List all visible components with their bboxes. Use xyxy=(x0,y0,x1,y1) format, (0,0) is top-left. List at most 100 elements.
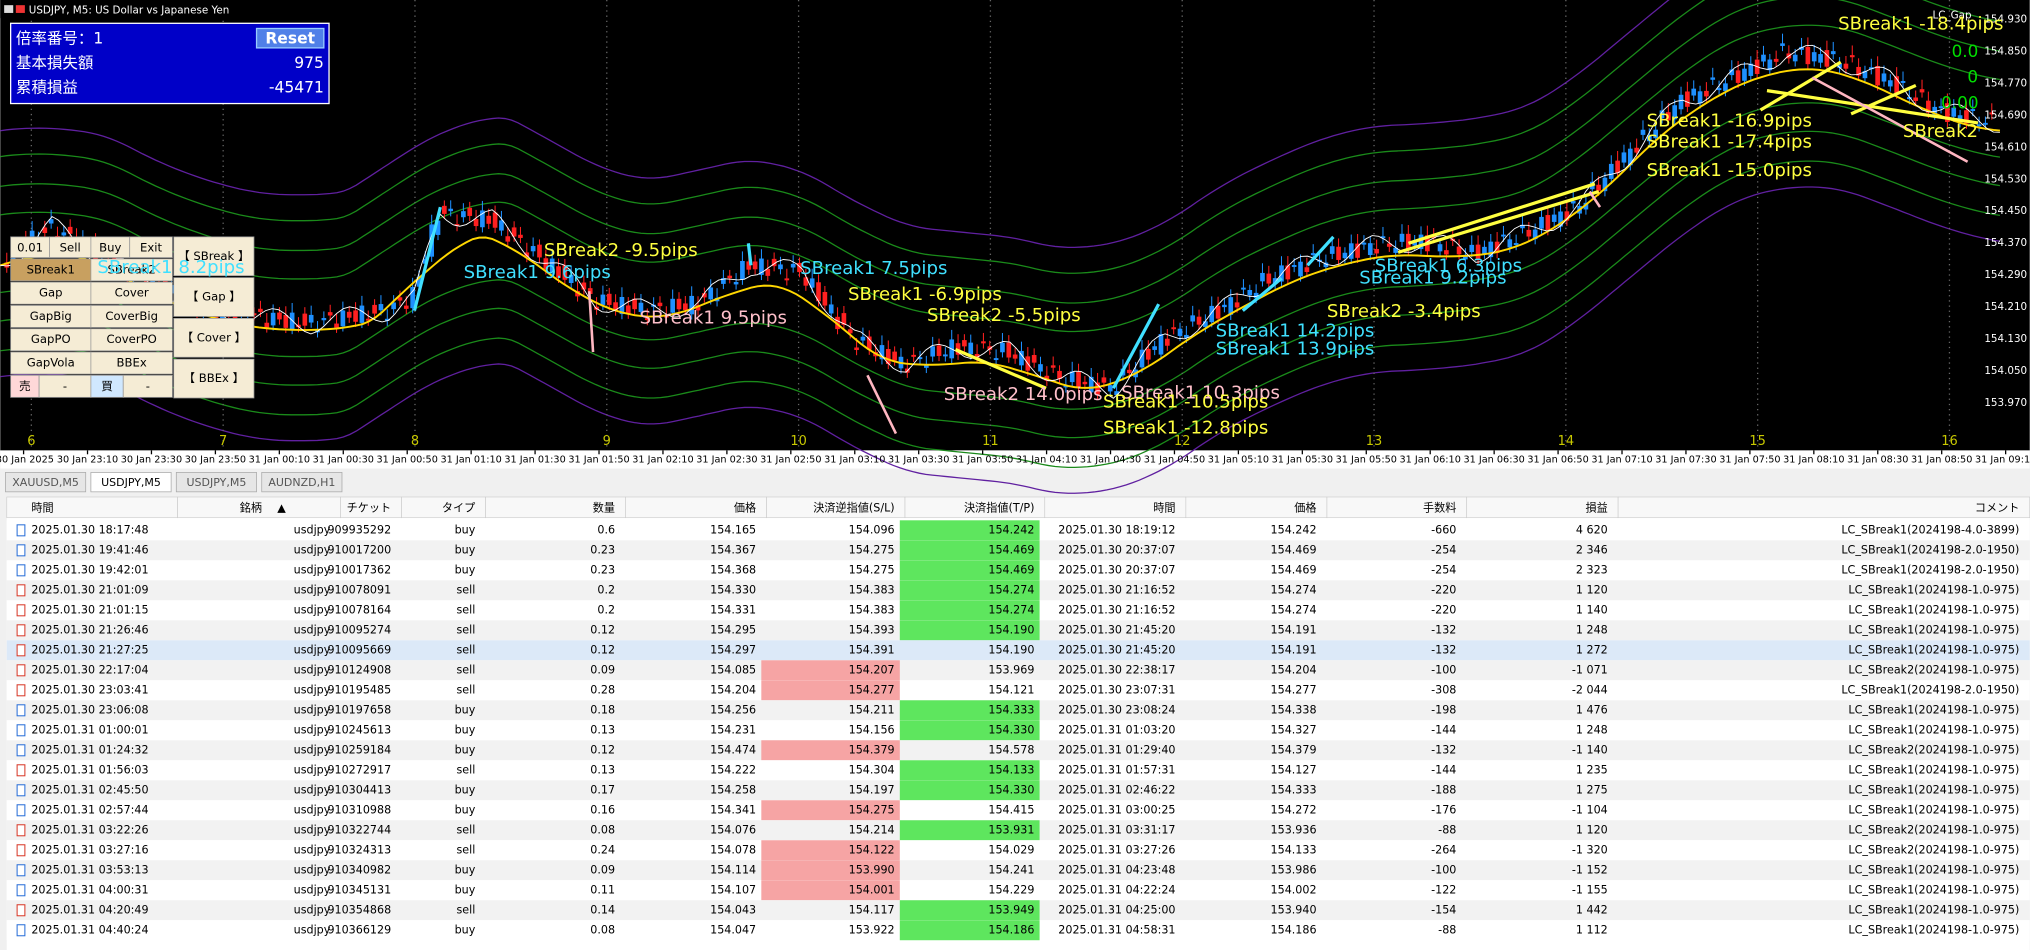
header-label[interactable]: 決済逆指値(S/L) xyxy=(813,501,894,515)
header-cell[interactable] xyxy=(1617,496,2030,519)
header-label[interactable]: チケット xyxy=(347,502,392,515)
header-label[interactable]: 銘柄 xyxy=(240,501,262,515)
candle-body xyxy=(1069,371,1075,383)
button[interactable] xyxy=(90,281,173,305)
tab-label[interactable]: USDJPY,M5 xyxy=(101,476,161,489)
button-label[interactable]: BBEx xyxy=(117,356,147,370)
button[interactable] xyxy=(90,258,173,282)
tab[interactable] xyxy=(90,472,172,493)
candle-body xyxy=(1824,50,1830,67)
side-button[interactable] xyxy=(173,318,255,358)
candle-body xyxy=(1691,88,1697,96)
band-line xyxy=(0,24,2001,333)
trade-annotation: SBreak2 14.0pips xyxy=(944,384,1103,405)
button-label[interactable]: GapBig xyxy=(30,309,72,323)
cell: 4 620 xyxy=(1576,524,1608,537)
cell: 154.076 xyxy=(710,824,756,837)
button-label[interactable]: Buy xyxy=(99,240,121,254)
button-label[interactable]: GapPO xyxy=(31,332,71,346)
row-icon xyxy=(16,544,26,557)
side-button[interactable] xyxy=(173,277,255,317)
candle-body xyxy=(524,252,530,257)
button-label[interactable]: Sell xyxy=(60,240,81,254)
button[interactable] xyxy=(90,351,173,375)
hour-mark: 15 xyxy=(1749,434,1765,449)
menu-icon[interactable] xyxy=(4,5,14,13)
button[interactable] xyxy=(90,305,173,328)
button[interactable] xyxy=(129,236,173,258)
candle-body xyxy=(1773,58,1779,62)
tab[interactable] xyxy=(175,472,257,493)
hit-cell xyxy=(899,700,1040,721)
reset-label[interactable]: Reset xyxy=(265,29,315,47)
time-label: 31 Jan 08:30 xyxy=(1847,454,1908,465)
multiplier: 倍率番号：1 xyxy=(16,29,103,47)
cell: 154.191 xyxy=(1271,624,1317,637)
cell: 2025.01.31 01:56:03 xyxy=(31,764,148,777)
button-label[interactable]: Exit xyxy=(140,240,162,254)
candle-body xyxy=(759,258,764,275)
tab-label[interactable]: AUDNZD,H1 xyxy=(268,476,335,489)
trade-annotation: SBreak1 6.3pips xyxy=(1375,256,1522,277)
trade-line xyxy=(1766,89,1979,125)
button-label[interactable]: Gap xyxy=(39,286,63,300)
row-icon xyxy=(16,644,26,657)
row-bg[interactable] xyxy=(6,800,2030,821)
price-label: 154.930 xyxy=(1984,13,2027,25)
cell: 910345131 xyxy=(327,884,391,897)
header-label[interactable]: 損益 xyxy=(1586,501,1608,515)
tab-label[interactable]: XAUUSD,M5 xyxy=(12,476,79,489)
button-label[interactable]: 0.01 xyxy=(17,240,43,254)
cell: buy xyxy=(455,704,476,717)
header-label[interactable]: 価格 xyxy=(1294,501,1316,515)
row-icon xyxy=(16,904,26,917)
side-button-label[interactable]: 【 Cover 】 xyxy=(181,330,246,344)
header-label[interactable]: 手数料 xyxy=(1423,501,1456,515)
row-bg[interactable] xyxy=(6,640,2030,661)
tab[interactable] xyxy=(5,472,87,493)
row-bg[interactable] xyxy=(6,680,2030,701)
button-label[interactable]: CoverBig xyxy=(105,309,158,323)
cell: 910310988 xyxy=(327,804,391,817)
row-bg[interactable] xyxy=(6,860,2030,881)
candle-body xyxy=(442,205,447,214)
candle-body xyxy=(1532,229,1538,240)
button-label[interactable]: GapVola xyxy=(27,356,75,370)
reset-button[interactable] xyxy=(255,27,325,49)
header-label[interactable]: 数量 xyxy=(593,502,615,515)
button-label[interactable]: - xyxy=(63,379,67,393)
side-button-label[interactable]: 【 SBreak 】 xyxy=(178,249,250,263)
header-label[interactable]: コメント xyxy=(1975,502,2020,515)
header-label[interactable]: 決済指値(T/P) xyxy=(964,501,1034,515)
button[interactable] xyxy=(90,328,173,352)
tab-label[interactable]: USDJPY,M5 xyxy=(187,476,247,489)
button-label[interactable]: 売 xyxy=(19,379,31,393)
button-label[interactable]: Cover xyxy=(115,286,149,300)
row-icon xyxy=(16,624,26,637)
button-label[interactable]: SBreak2 xyxy=(108,262,156,276)
header-label[interactable]: 時間 xyxy=(1153,502,1175,515)
candle-body xyxy=(1209,305,1215,323)
side-button[interactable] xyxy=(173,236,255,277)
side-button-label[interactable]: 【 BBEx 】 xyxy=(183,371,244,385)
candle-body xyxy=(1272,278,1278,284)
header-label[interactable]: タイプ xyxy=(442,502,475,515)
tab[interactable] xyxy=(261,472,343,493)
button[interactable] xyxy=(122,374,173,398)
row-bg[interactable] xyxy=(6,880,2030,901)
header-label[interactable]: 価格 xyxy=(734,501,756,515)
button-label[interactable]: SBreak1 xyxy=(27,262,75,276)
button-label[interactable]: CoverPO xyxy=(107,332,157,346)
base-loss-label: 基本損失額 xyxy=(16,54,94,72)
time-label: 31 Jan 01:50 xyxy=(568,454,629,465)
row-bg[interactable] xyxy=(6,840,2030,861)
button-label[interactable]: - xyxy=(146,379,150,393)
button-label[interactable]: 買 xyxy=(101,379,113,393)
cell: 2025.01.31 01:00:01 xyxy=(31,724,148,737)
row-bg[interactable] xyxy=(6,740,2030,761)
side-button-label[interactable]: 【 Gap 】 xyxy=(187,290,241,304)
candle-body xyxy=(968,342,974,355)
header-label[interactable]: 時間 xyxy=(31,502,53,515)
side-button[interactable] xyxy=(173,358,255,399)
row-bg[interactable] xyxy=(6,660,2030,681)
